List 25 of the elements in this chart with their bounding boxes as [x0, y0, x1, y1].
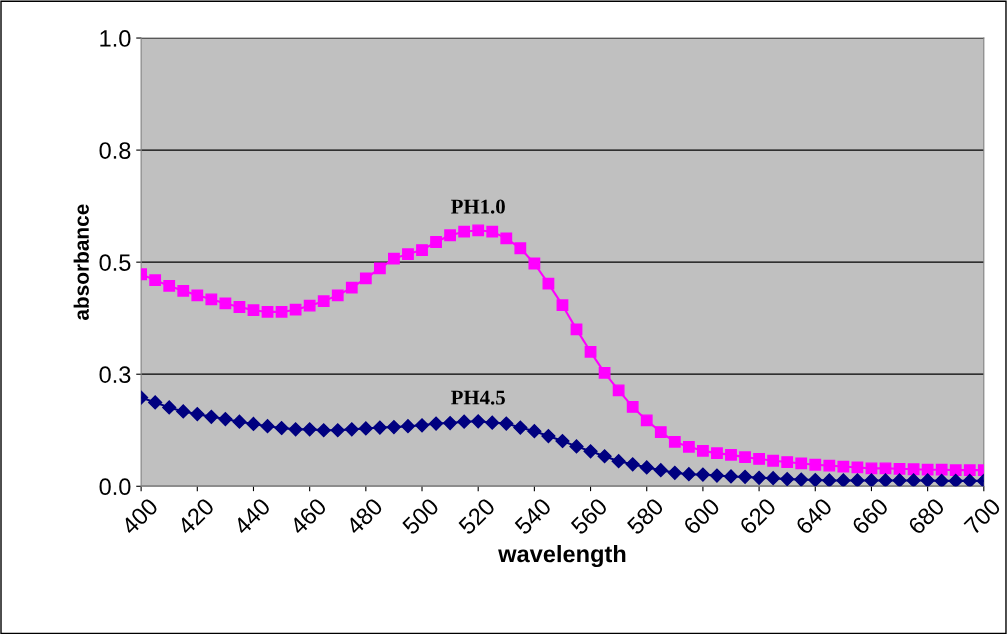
x-tick-label: 480 [344, 497, 384, 536]
x-tick-label: 700 [963, 497, 1002, 536]
y-tick-label: 0.8 [99, 142, 131, 159]
x-tick-label: 440 [232, 497, 272, 536]
x-axis-title: wavelength [498, 544, 626, 568]
x-tick-label: 400 [120, 497, 159, 536]
x-tick-label: 600 [682, 497, 721, 536]
x-tick-label: 640 [794, 497, 834, 536]
y-tick-label: 0.5 [99, 254, 131, 271]
y-tick-label: 1.0 [100, 30, 131, 47]
y-tick-label: 0.3 [99, 366, 131, 384]
x-tick-label: 500 [401, 497, 440, 536]
x-tick-label: 540 [513, 497, 553, 536]
x-tick-label: 560 [569, 497, 609, 536]
x-tick-label: 660 [851, 497, 890, 536]
series-label: PH4.5 [451, 390, 505, 405]
x-tick-label: 580 [626, 497, 665, 536]
series-label: PH1.0 [451, 199, 505, 214]
x-tick-label: 420 [176, 497, 216, 536]
x-tick-label: 620 [738, 497, 777, 536]
x-tick-label: 680 [907, 497, 946, 536]
y-tick-label: 0.0 [99, 478, 131, 496]
y-axis-title: absorbance [73, 204, 89, 321]
x-tick-label: 460 [288, 497, 328, 536]
x-tick-label: 520 [457, 497, 496, 536]
